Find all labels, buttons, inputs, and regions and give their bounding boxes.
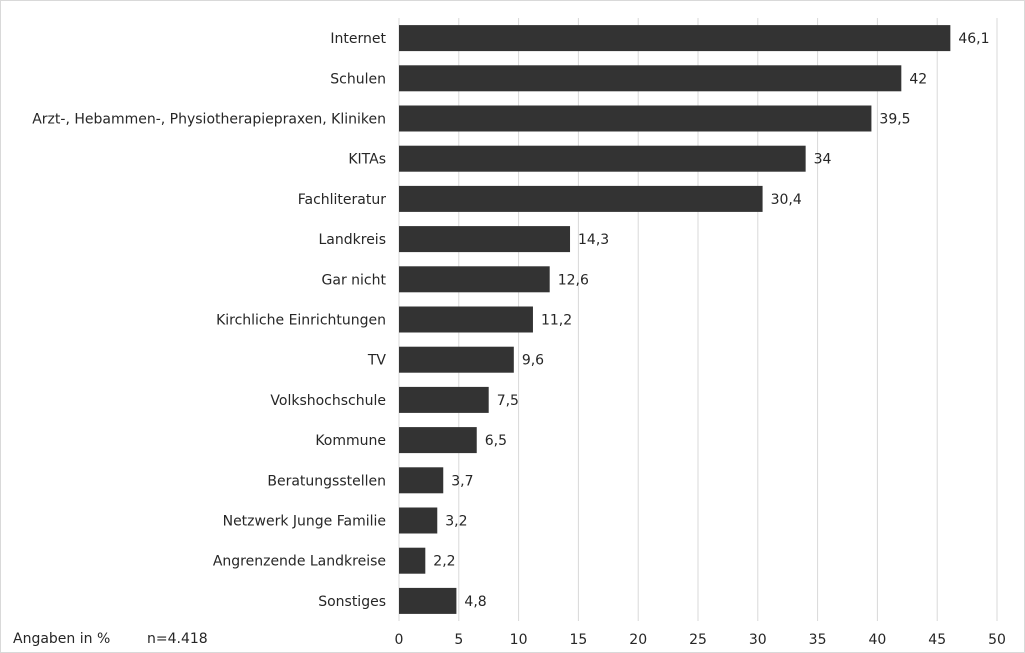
category-label: Internet: [330, 31, 386, 47]
category-label: Netzwerk Junge Familie: [223, 514, 386, 530]
x-tick-label: 35: [809, 632, 827, 648]
bar: [399, 145, 806, 172]
data-label: 14,3: [578, 232, 609, 248]
data-label: 39,5: [879, 112, 910, 128]
data-label: 9,6: [522, 353, 544, 369]
bar: [399, 587, 457, 614]
x-tick-label: 25: [689, 632, 707, 648]
sample-size-note: n=4.418: [147, 631, 208, 647]
data-label: 11,2: [541, 313, 572, 329]
x-tick-label: 5: [454, 632, 463, 648]
bar: [399, 226, 571, 253]
data-label: 7,5: [497, 393, 519, 409]
x-tick-label: 20: [629, 632, 647, 648]
category-label: Fachliteratur: [298, 192, 386, 208]
category-label: Gar nicht: [322, 272, 387, 288]
category-label: KITAs: [348, 152, 386, 168]
bar: [399, 346, 514, 373]
category-label: Volkshochschule: [270, 393, 386, 409]
bar: [399, 427, 477, 454]
data-label: 3,7: [451, 473, 473, 489]
data-label: 4,8: [464, 594, 486, 610]
category-label: Landkreis: [319, 232, 387, 248]
data-label: 46,1: [958, 31, 989, 47]
bar: [399, 65, 902, 92]
bar: [399, 306, 533, 333]
unit-note: Angaben in %: [13, 631, 111, 647]
category-label: Kirchliche Einrichtungen: [216, 313, 386, 329]
bar: [399, 547, 426, 574]
bar: [399, 467, 444, 494]
x-tick-label: 0: [395, 632, 404, 648]
x-tick-label: 15: [569, 632, 587, 648]
data-label: 12,6: [558, 272, 589, 288]
x-tick-label: 30: [749, 632, 767, 648]
data-label: 2,2: [433, 554, 455, 570]
x-tick-label: 45: [928, 632, 946, 648]
category-label: Angrenzende Landkreise: [213, 554, 386, 570]
category-label: Schulen: [330, 71, 386, 87]
bar: [399, 386, 489, 413]
bar: [399, 105, 872, 132]
category-label: Arzt-, Hebammen-, Physiotherapiepraxen, …: [32, 112, 386, 128]
category-label: Sonstiges: [318, 594, 386, 610]
category-label: Kommune: [315, 433, 386, 449]
bar: [399, 266, 550, 293]
category-label: TV: [367, 353, 387, 369]
bar: [399, 507, 438, 534]
data-label: 6,5: [485, 433, 507, 449]
data-label: 3,2: [445, 514, 467, 530]
data-label: 42: [909, 71, 927, 87]
data-label: 34: [814, 152, 832, 168]
bar: [399, 185, 763, 212]
x-tick-label: 10: [510, 632, 528, 648]
data-label: 30,4: [771, 192, 802, 208]
x-tick-label: 50: [988, 632, 1006, 648]
category-label: Beratungsstellen: [267, 473, 386, 489]
x-tick-label: 40: [868, 632, 886, 648]
bar: [399, 25, 951, 52]
